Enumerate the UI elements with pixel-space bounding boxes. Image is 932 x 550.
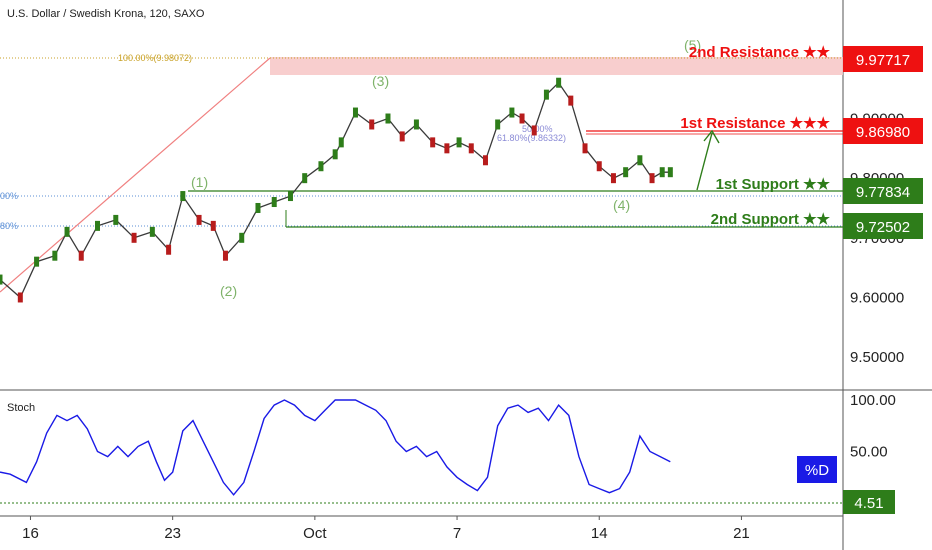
- price-point: [659, 167, 665, 178]
- stoch-series-line: [0, 399, 671, 496]
- support2-value: 9.72502: [856, 219, 910, 236]
- price-point: [78, 250, 84, 261]
- price-point: [332, 149, 338, 160]
- fib-0-label: 00%: [0, 191, 18, 201]
- stoch-label: Stoch: [7, 402, 35, 414]
- price-tick-label: 9.60000: [850, 289, 904, 306]
- wave-2-label: (2): [220, 283, 237, 299]
- price-point: [456, 137, 462, 148]
- price-point: [596, 161, 602, 172]
- price-point: [287, 191, 293, 202]
- time-tick-label: 21: [733, 525, 750, 542]
- support1-label: 1st Support ★★: [716, 176, 831, 193]
- price-points: [0, 77, 673, 303]
- price-point: [271, 197, 277, 208]
- time-axis[interactable]: 16 23 Oct 7 14 21: [22, 516, 750, 542]
- time-tick-label: 14: [591, 525, 608, 542]
- stoch-tick-label: 100.00: [850, 392, 896, 409]
- price-series-line: [0, 81, 671, 299]
- support2-label: 2nd Support ★★: [711, 211, 831, 228]
- price-point: [556, 77, 562, 88]
- price-point: [649, 173, 655, 184]
- wave-3-label: (3): [372, 73, 389, 89]
- price-point: [519, 113, 525, 124]
- price-point: [222, 250, 228, 261]
- resistance2-value: 9.97717: [856, 52, 910, 69]
- price-point: [95, 220, 101, 231]
- price-tick-label: 9.50000: [850, 349, 904, 366]
- price-point: [369, 119, 375, 130]
- price-point: [64, 226, 70, 237]
- price-point: [17, 292, 23, 303]
- price-point: [180, 191, 186, 202]
- price-point: [0, 274, 3, 285]
- price-point: [318, 161, 324, 172]
- price-axis[interactable]: 10.000009.900009.800009.700009.600009.50…: [850, 51, 913, 366]
- projection-arrow-head: [703, 129, 720, 144]
- time-tick-label: 16: [22, 525, 39, 542]
- price-point: [610, 173, 616, 184]
- resistance1-tag: [843, 118, 923, 144]
- resistance2-label: 2nd Resistance ★★: [689, 44, 831, 61]
- price-point: [582, 143, 588, 154]
- resistance2-tag: [843, 46, 923, 72]
- price-point: [113, 214, 119, 225]
- price-point: [352, 107, 358, 118]
- price-point: [302, 173, 308, 184]
- price-point: [385, 113, 391, 124]
- price-point: [399, 131, 405, 142]
- stoch-d-label: %D: [805, 462, 829, 479]
- chart-title: U.S. Dollar / Swedish Krona, 120, SAXO: [7, 8, 205, 20]
- price-point: [482, 155, 488, 166]
- fib-618-label: 61.80%(9.86332): [497, 133, 566, 143]
- price-point: [468, 143, 474, 154]
- resistance1-label: 1st Resistance ★★★: [680, 115, 830, 132]
- price-point: [509, 107, 515, 118]
- wave-1-label: (1): [191, 174, 208, 190]
- price-point: [210, 220, 216, 231]
- stoch-axis[interactable]: 100.00 50.00: [850, 392, 896, 461]
- price-point: [166, 244, 172, 255]
- price-point: [543, 89, 549, 100]
- price-point: [255, 202, 261, 213]
- price-point: [444, 143, 450, 154]
- price-point: [196, 214, 202, 225]
- price-point: [413, 119, 419, 130]
- wave-4-label: (4): [613, 197, 630, 213]
- price-point: [338, 137, 344, 148]
- stoch-value: 4.51: [854, 495, 883, 512]
- price-point: [34, 256, 40, 267]
- time-tick-label: Oct: [303, 525, 327, 542]
- wave-5-label: (5): [684, 37, 701, 53]
- fib-50-label: 50.00%: [522, 124, 553, 134]
- trend-line[interactable]: [0, 57, 271, 293]
- support1-value: 9.77834: [856, 184, 910, 201]
- stoch-d-badge: [797, 456, 837, 483]
- stoch-tick-label: 50.00: [850, 444, 888, 461]
- fib-100-label: 100.00%(9.98072): [118, 53, 192, 63]
- price-point: [623, 167, 629, 178]
- time-tick-label: 7: [453, 525, 461, 542]
- time-tick-label: 23: [164, 525, 181, 542]
- support2-tag: [843, 213, 923, 239]
- projection-arrow: [696, 132, 713, 191]
- resistance-zone: [270, 57, 843, 75]
- support1-tag: [843, 178, 923, 204]
- fib-80-label: 80%: [0, 221, 18, 231]
- price-point: [52, 250, 58, 261]
- price-point: [239, 232, 245, 243]
- price-point: [568, 95, 574, 106]
- price-point: [149, 226, 155, 237]
- price-point: [495, 119, 501, 130]
- resistance1-value: 9.86980: [856, 124, 910, 141]
- stoch-value-tag: [843, 490, 895, 514]
- price-point: [667, 167, 673, 178]
- price-point: [531, 125, 537, 136]
- price-point: [637, 155, 643, 166]
- price-point: [430, 137, 436, 148]
- price-point: [131, 232, 137, 243]
